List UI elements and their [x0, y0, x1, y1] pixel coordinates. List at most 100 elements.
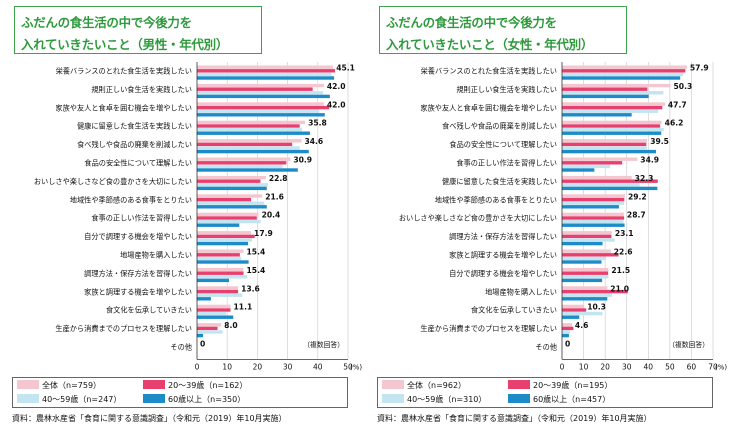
source-note: 資料：農林水産省「食育に関する意識調査」（令和元（2019）年10月実施）: [377, 414, 652, 423]
bar-age_20_39: [562, 179, 658, 183]
legend-swatch-total: [382, 380, 404, 389]
data-label: 42.0: [327, 100, 346, 109]
category-label: 健康に留意した食生活を実践したい: [77, 122, 192, 131]
bar-age_60_plus: [197, 315, 234, 319]
legend-item-total: 全体（n=759）: [17, 379, 101, 393]
bar-age_60_plus: [197, 260, 249, 264]
category-label: 健康に留意した食生活を実践したい: [442, 177, 557, 186]
bar-age_40_59: [197, 127, 303, 132]
bar-age_40_59: [197, 256, 242, 261]
legend-label-60-plus: 60歳以上（n=457）: [533, 395, 611, 404]
category-label: 食文化を伝承していきたい: [471, 306, 557, 315]
x-tick-label: 70: [708, 362, 718, 371]
multiple-answer-note: （複数回答）: [668, 340, 709, 349]
bar-age_60_plus: [562, 131, 662, 135]
legend-item-total: 全体（n=962）: [382, 379, 466, 393]
bar-age_40_59: [197, 275, 248, 279]
category-label: 食事の正しい作法を習得したい: [456, 159, 557, 168]
bar-total: [197, 304, 231, 309]
bar-total: [562, 231, 612, 235]
chart-title-line2: 入れていきたいこと（男性・年代別）: [21, 37, 229, 52]
legend-item-40-59: 40～59歳（n=310）: [382, 393, 486, 407]
bar-total: [562, 102, 665, 106]
legend-item-40-59: 40～59歳（n=247）: [17, 393, 121, 407]
bar-age_20_39: [197, 161, 287, 165]
category-label: 家族と調理する機会を増やしたい: [449, 251, 557, 260]
data-label: 23.1: [615, 229, 634, 238]
data-label: 34.6: [304, 137, 323, 146]
bar-age_20_39: [562, 271, 609, 275]
x-unit-label: (%): [350, 363, 362, 371]
data-label: 0: [200, 340, 205, 349]
bar-total: [197, 139, 302, 143]
bar-age_20_39: [197, 234, 255, 239]
bar-age_40_59: [197, 219, 261, 224]
x-tick-label: 50: [343, 362, 353, 371]
bar-total: [197, 194, 263, 198]
bar-age_40_59: [562, 311, 603, 316]
bar-age_40_59: [562, 72, 684, 77]
bar-age_20_39: [562, 308, 587, 312]
data-label: 39.5: [650, 137, 669, 146]
bar-total: [197, 249, 244, 253]
bar-age_20_39: [562, 197, 625, 202]
bar-total: [562, 120, 662, 125]
data-label: 45.1: [336, 64, 355, 73]
bar-total: [197, 212, 259, 217]
category-label: その他: [535, 343, 557, 352]
bar-total: [197, 157, 291, 161]
bar-age_40_59: [562, 330, 571, 334]
bar-age_60_plus: [562, 168, 595, 172]
bar-total: [562, 65, 687, 69]
bar-age_40_59: [562, 127, 664, 132]
category-label: 家族や友人と食卓を囲む機会を増やしたい: [420, 103, 557, 112]
bar-age_40_59: [562, 256, 607, 261]
bar-age_60_plus: [197, 241, 249, 246]
bar-age_20_39: [197, 326, 218, 331]
bar-total: [562, 175, 632, 180]
bar-age_40_59: [562, 238, 615, 242]
bar-age_60_plus: [562, 205, 619, 209]
bar-age_20_39: [562, 326, 574, 331]
bar-total: [562, 139, 648, 143]
legend: 全体（n=759） 20～39歳（n=162） 40～59歳（n=247） 60…: [12, 377, 348, 408]
bar-age_40_59: [562, 109, 659, 113]
legend-swatch-20-39: [143, 380, 165, 389]
legend-swatch-40-59: [382, 394, 404, 403]
bar-age_60_plus: [197, 297, 211, 301]
bar-age_20_39: [562, 124, 661, 128]
category-label: 栄養バランスのとれた食生活を実践したい: [421, 67, 557, 76]
x-tick-label: 20: [253, 362, 263, 371]
x-tick-label: 0: [560, 362, 565, 371]
bar-age_60_plus: [197, 94, 330, 99]
bar-age_20_39: [562, 69, 686, 73]
bar-age_20_39: [197, 142, 293, 147]
data-label: 4.6: [575, 321, 588, 330]
bar-chart-female: 栄養バランスのとれた食生活を実践したい 57.9 規則正しい食生活を実践したい 50.…: [399, 62, 727, 371]
data-label: 21.6: [265, 192, 284, 201]
bar-age_20_39: [197, 87, 313, 91]
data-label: 34.9: [640, 156, 659, 165]
bar-age_20_39: [197, 179, 261, 183]
data-label: 35.8: [308, 119, 327, 128]
bar-age_60_plus: [562, 113, 632, 117]
bar-total: [197, 175, 266, 180]
x-tick-label: 20: [600, 362, 610, 371]
bar-age_60_plus: [562, 186, 658, 191]
data-label: 13.6: [241, 284, 260, 293]
bar-age_40_59: [562, 164, 611, 169]
bar-age_60_plus: [562, 278, 603, 283]
bar-age_60_plus: [197, 131, 310, 135]
bar-chart-male: 栄養バランスのとれた食生活を実践したい 45.1 規則正しい食生活を実践したい 42.…: [34, 62, 362, 371]
chart-panel-female: ふだんの食生活の中で今後力を 入れていきたいこと（女性・年代別） 栄養バランスの…: [365, 0, 730, 433]
x-unit-label: (%): [715, 363, 727, 371]
chart-title-line1: ふだんの食生活の中で今後力を: [21, 15, 192, 30]
bar-age_60_plus: [562, 333, 569, 338]
x-tick-label: 10: [222, 362, 232, 371]
data-label: 21.0: [610, 284, 629, 293]
category-label: 食事の正しい作法を習得したい: [91, 214, 192, 223]
x-tick-label: 50: [665, 362, 675, 371]
category-label: 食文化を伝承していきたい: [106, 306, 192, 315]
bar-age_40_59: [562, 219, 624, 224]
data-label: 28.7: [627, 211, 646, 220]
